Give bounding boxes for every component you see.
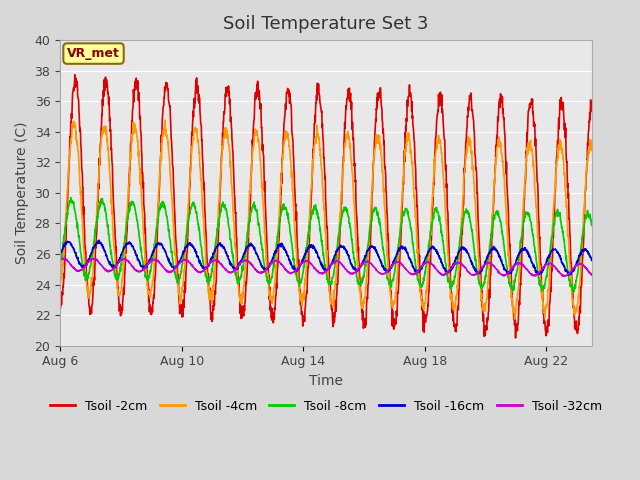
Tsoil -2cm [357,300,365,306]
Tsoil -2cm [512,335,520,341]
X-axis label: Time: Time [309,374,343,388]
Tsoil -16cm [588,257,596,263]
Tsoil -4cm [305,229,312,235]
Text: VR_met: VR_met [67,47,120,60]
Tsoil -4cm [511,316,518,322]
Tsoil -2cm [482,326,490,332]
Tsoil -8cm [155,212,163,218]
Tsoil -4cm [482,300,490,306]
Tsoil -4cm [334,251,342,257]
Tsoil -8cm [357,280,365,286]
Tsoil -32cm [588,272,596,277]
Tsoil -8cm [334,239,342,245]
Tsoil -2cm [334,281,342,287]
Tsoil -16cm [564,272,572,278]
Tsoil -2cm [145,287,153,293]
Tsoil -32cm [482,261,490,267]
Tsoil -2cm [56,302,64,308]
Tsoil -2cm [71,72,79,78]
Tsoil -8cm [145,273,153,279]
Tsoil -32cm [357,263,365,269]
Tsoil -16cm [56,251,64,257]
Tsoil -32cm [334,258,342,264]
Tsoil -8cm [56,262,64,267]
Tsoil -32cm [56,257,64,263]
Tsoil -32cm [561,273,568,279]
Tsoil -32cm [145,260,153,266]
Line: Tsoil -32cm: Tsoil -32cm [60,258,592,276]
Y-axis label: Soil Temperature (C): Soil Temperature (C) [15,121,29,264]
Tsoil -16cm [305,246,312,252]
Tsoil -8cm [588,222,596,228]
Tsoil -16cm [357,263,365,269]
Tsoil -4cm [145,288,152,294]
Tsoil -32cm [305,259,312,264]
Tsoil -16cm [155,241,163,247]
Tsoil -16cm [482,258,490,264]
Tsoil -4cm [154,201,162,206]
Tsoil -2cm [155,200,163,206]
Tsoil -16cm [334,247,342,252]
Line: Tsoil -8cm: Tsoil -8cm [60,198,592,292]
Tsoil -4cm [588,148,596,154]
Tsoil -4cm [56,285,64,290]
Line: Tsoil -16cm: Tsoil -16cm [60,240,592,275]
Tsoil -2cm [588,101,596,107]
Legend: Tsoil -2cm, Tsoil -4cm, Tsoil -8cm, Tsoil -16cm, Tsoil -32cm: Tsoil -2cm, Tsoil -4cm, Tsoil -8cm, Tsoi… [45,395,607,418]
Tsoil -8cm [482,274,490,279]
Tsoil -2cm [305,265,312,271]
Tsoil -32cm [155,258,163,264]
Tsoil -4cm [357,297,365,302]
Tsoil -32cm [60,255,67,261]
Title: Soil Temperature Set 3: Soil Temperature Set 3 [223,15,429,33]
Tsoil -8cm [305,235,312,241]
Tsoil -16cm [95,237,103,243]
Tsoil -4cm [161,117,169,123]
Line: Tsoil -2cm: Tsoil -2cm [60,75,592,338]
Tsoil -8cm [570,289,578,295]
Line: Tsoil -4cm: Tsoil -4cm [60,120,592,319]
Tsoil -8cm [67,195,75,201]
Tsoil -16cm [145,258,153,264]
